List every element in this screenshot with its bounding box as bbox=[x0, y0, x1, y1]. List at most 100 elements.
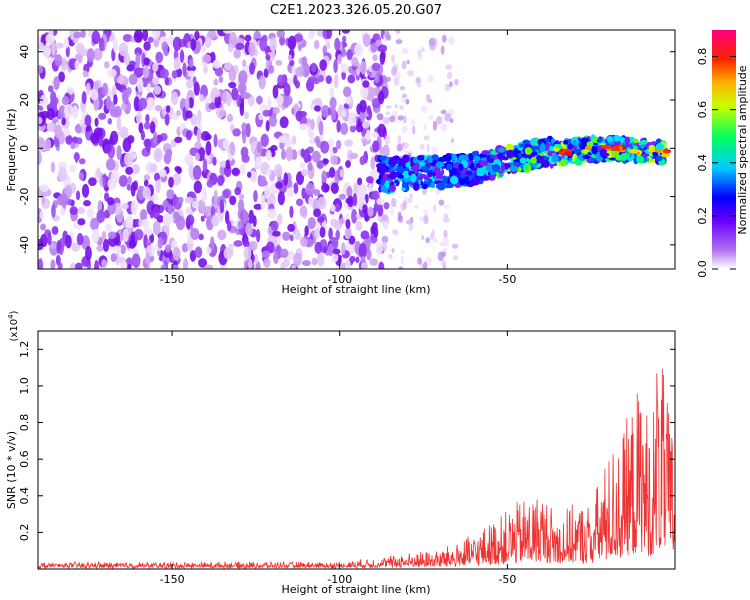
heatmap-noise-cell bbox=[122, 228, 129, 243]
colorbar-tick-label: 0.4 bbox=[696, 154, 709, 172]
heatmap-ridge-cell bbox=[376, 162, 385, 169]
heatmap-noise-cell bbox=[318, 74, 324, 83]
heatmap-noise-cell bbox=[417, 53, 423, 61]
heatmap-noise-cell bbox=[432, 120, 438, 131]
heatmap-noise-cell bbox=[295, 198, 304, 207]
heatmap-noise-cell bbox=[273, 163, 283, 178]
heatmap-noise-cell bbox=[116, 145, 122, 161]
heatmap-noise-cell bbox=[440, 122, 448, 132]
heatmap-peak-cell bbox=[601, 144, 612, 149]
spectrogram-ytick-label: 20 bbox=[18, 93, 31, 107]
heatmap-noise-cell bbox=[384, 76, 392, 82]
heatmap-noise-cell bbox=[355, 256, 360, 264]
heatmap-noise-cell bbox=[109, 108, 120, 118]
heatmap-noise-cell bbox=[48, 242, 58, 250]
heatmap-noise-cell bbox=[93, 80, 100, 92]
heatmap-noise-cell bbox=[222, 189, 230, 199]
heatmap-noise-cell bbox=[98, 37, 105, 52]
heatmap-noise-cell bbox=[155, 51, 164, 64]
heatmap-noise-cell bbox=[188, 163, 194, 178]
heatmap-noise-cell bbox=[399, 85, 406, 91]
heatmap-noise-cell bbox=[334, 37, 341, 51]
heatmap-noise-cell bbox=[224, 210, 230, 225]
heatmap-ridge-cell bbox=[463, 177, 470, 183]
heatmap-noise-cell bbox=[127, 135, 135, 144]
figure-title: C2E1.2023.326.05.20.G07 bbox=[270, 3, 442, 18]
heatmap-noise-cell bbox=[354, 43, 363, 57]
heatmap-noise-cell bbox=[145, 251, 150, 265]
heatmap-noise-cell bbox=[38, 137, 46, 151]
heatmap-noise-cell bbox=[207, 30, 217, 39]
heatmap-noise-cell bbox=[336, 120, 341, 133]
heatmap-noise-cell bbox=[58, 166, 67, 182]
heatmap-noise-cell bbox=[395, 30, 401, 34]
heatmap-noise-cell bbox=[419, 215, 425, 222]
heatmap-noise-cell bbox=[143, 234, 148, 249]
heatmap-noise-cell bbox=[58, 71, 65, 83]
heatmap-ridge-cell bbox=[435, 161, 445, 168]
heatmap-ridge-cell bbox=[385, 179, 390, 189]
heatmap-noise-cell bbox=[143, 227, 153, 237]
heatmap-noise-cell bbox=[228, 32, 237, 48]
heatmap-noise-cell bbox=[38, 258, 44, 269]
heatmap-noise-cell bbox=[371, 190, 380, 201]
heatmap-noise-cell bbox=[326, 30, 333, 40]
heatmap-noise-cell bbox=[96, 209, 106, 223]
heatmap-noise-cell bbox=[286, 250, 296, 261]
heatmap-noise-cell bbox=[401, 48, 409, 55]
heatmap-noise-cell bbox=[361, 121, 370, 129]
heatmap-noise-cell bbox=[371, 62, 381, 72]
heatmap-noise-cell bbox=[319, 59, 327, 71]
snr-ytick-label: 0.2 bbox=[18, 524, 31, 542]
heatmap-noise-cell bbox=[186, 65, 197, 72]
heatmap-noise-cell bbox=[50, 259, 56, 269]
heatmap-noise-cell bbox=[244, 34, 252, 42]
heatmap-noise-cell bbox=[212, 59, 221, 69]
heatmap-noise-cell bbox=[249, 240, 258, 251]
heatmap-noise-cell bbox=[241, 210, 249, 222]
heatmap-noise-cell bbox=[152, 76, 160, 86]
heatmap-ridge-cell bbox=[488, 173, 495, 181]
heatmap-noise-cell bbox=[74, 59, 80, 70]
heatmap-noise-cell bbox=[164, 77, 170, 86]
heatmap-noise-cell bbox=[194, 246, 203, 258]
heatmap-noise-cell bbox=[212, 89, 221, 98]
heatmap-noise-cell bbox=[143, 41, 151, 51]
heatmap-noise-cell bbox=[184, 196, 194, 204]
heatmap-noise-cell bbox=[330, 155, 339, 166]
heatmap-ridge-cell bbox=[573, 148, 582, 153]
heatmap-noise-cell bbox=[362, 33, 371, 47]
heatmap-noise-cell bbox=[72, 105, 79, 120]
heatmap-noise-cell bbox=[441, 251, 446, 257]
heatmap-noise-cell bbox=[339, 168, 345, 178]
heatmap-noise-cell bbox=[421, 46, 425, 52]
heatmap-noise-cell bbox=[121, 203, 129, 210]
heatmap-ridge-cell bbox=[596, 138, 603, 143]
heatmap-noise-cell bbox=[241, 129, 247, 144]
heatmap-ridge-cell bbox=[506, 149, 515, 159]
heatmap-noise-cell bbox=[179, 49, 185, 63]
heatmap-ridge-cell bbox=[572, 139, 578, 145]
heatmap-ridge-cell bbox=[518, 143, 526, 148]
heatmap-noise-cell bbox=[402, 93, 408, 98]
heatmap-noise-cell bbox=[157, 237, 163, 249]
heatmap-noise-cell bbox=[283, 172, 289, 186]
heatmap-noise-cell bbox=[102, 173, 107, 188]
snr-ylabel: SNR (10 * v/v) bbox=[5, 431, 18, 509]
heatmap-noise-cell bbox=[249, 62, 255, 75]
heatmap-noise-cell bbox=[51, 225, 59, 235]
heatmap-noise-cell bbox=[81, 91, 87, 105]
heatmap-noise-cell bbox=[255, 155, 262, 169]
heatmap-noise-cell bbox=[397, 115, 404, 121]
heatmap-noise-cell bbox=[107, 231, 117, 240]
heatmap-noise-cell bbox=[113, 94, 118, 105]
heatmap-ridge-cell bbox=[648, 144, 655, 150]
heatmap-noise-cell bbox=[410, 118, 416, 126]
heatmap-ridge-cell bbox=[523, 163, 529, 171]
heatmap-ridge-cell bbox=[531, 151, 538, 156]
heatmap-noise-cell bbox=[58, 105, 66, 118]
heatmap-noise-cell bbox=[205, 141, 212, 156]
heatmap-noise-cell bbox=[57, 262, 63, 269]
heatmap-noise-cell bbox=[167, 35, 175, 46]
heatmap-noise-cell bbox=[77, 218, 86, 226]
